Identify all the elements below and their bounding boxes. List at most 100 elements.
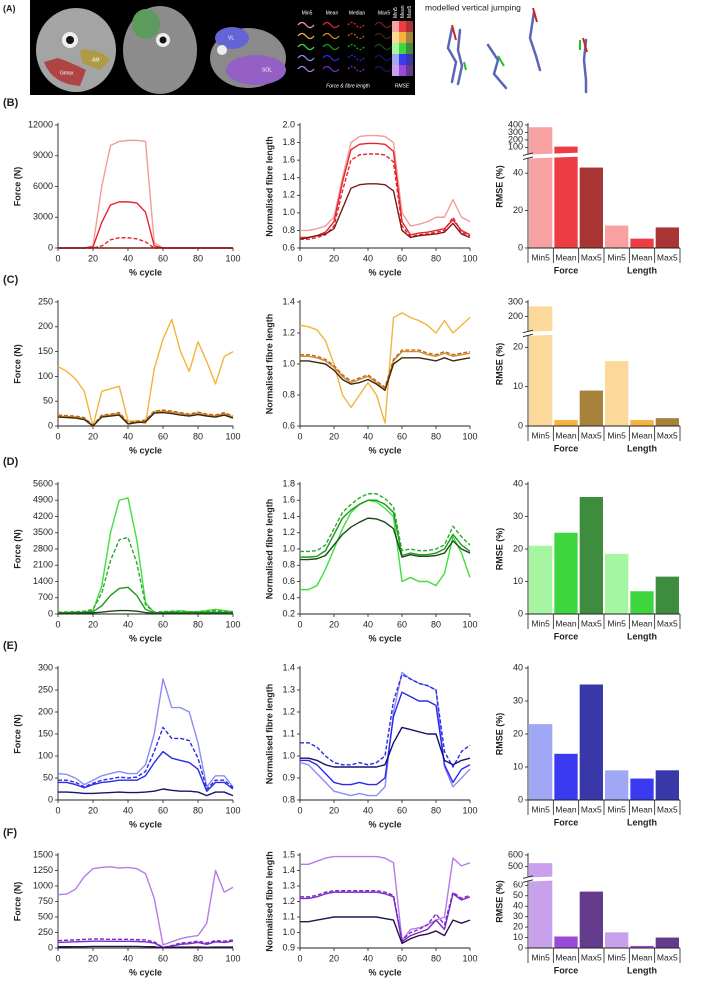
series-line <box>300 499 471 558</box>
y-tick-label: 1.5 <box>282 849 295 859</box>
series-line <box>57 678 234 788</box>
series-line <box>300 517 471 561</box>
x-tick-label: 60 <box>158 805 168 815</box>
y-tick-label: 1.4 <box>282 865 295 875</box>
skeleton-leg <box>528 10 542 72</box>
y-tick-label: 6000 <box>33 181 53 191</box>
muscle-highlight <box>532 7 538 23</box>
x-tick-label: 100 <box>462 253 477 263</box>
y-tick-label: 200 <box>508 311 523 321</box>
x-tick-label: Max5 <box>581 618 602 628</box>
x-tick-label: 100 <box>225 253 240 263</box>
muscle-highlight <box>463 61 467 71</box>
series-line <box>300 891 471 943</box>
bone <box>217 45 227 55</box>
legend-line <box>374 43 392 51</box>
group-label: Force <box>554 817 579 827</box>
group-label: Force <box>554 965 579 975</box>
x-tick-label: Max5 <box>657 618 678 628</box>
x-tick-label: 80 <box>193 619 203 629</box>
y-tick-label: 100 <box>508 142 523 152</box>
y-tick-label: 0.8 <box>282 560 295 570</box>
x-axis-label: % cycle <box>129 267 162 277</box>
x-axis-label: % cycle <box>368 967 401 977</box>
y-tick-label: 100 <box>38 371 53 381</box>
y-axis-label: Force (N) <box>12 344 22 384</box>
y-tick-label: 1000 <box>33 880 53 890</box>
x-tick-label: 40 <box>123 253 133 263</box>
muscle-label: AM <box>92 57 100 63</box>
y-tick-label: 50 <box>43 772 53 782</box>
y-tick-label: 500 <box>508 861 523 871</box>
x-tick-label: Mean <box>555 252 577 262</box>
x-tick-label: 100 <box>462 805 477 815</box>
x-tick-label: 40 <box>123 953 133 963</box>
bar <box>655 576 679 614</box>
y-tick-label: 1500 <box>33 849 53 859</box>
y-tick-label: 0.8 <box>282 389 295 399</box>
x-tick-label: Min5 <box>531 430 550 440</box>
x-axis-label: % cycle <box>368 819 401 829</box>
y-tick-label: 40 <box>513 901 523 911</box>
y-tick-label: 1.2 <box>282 527 295 537</box>
x-tick-label: Max5 <box>657 804 678 814</box>
y-tick-label: 0 <box>48 608 53 618</box>
y-axis-label: RMSE (%) <box>494 880 504 923</box>
x-tick-label: 80 <box>431 805 441 815</box>
series-line <box>57 586 234 614</box>
series-line <box>58 788 234 797</box>
y-tick-label: 10 <box>513 381 523 391</box>
legend-label: Median <box>349 10 366 16</box>
y-tick-label: 50 <box>43 396 53 406</box>
muscle-highlight <box>582 37 588 53</box>
bar <box>630 591 654 614</box>
y-axis-label: RMSE (%) <box>494 165 504 208</box>
x-tick-label: Max5 <box>657 430 678 440</box>
y-tick-label: 300 <box>508 127 523 137</box>
bar <box>579 891 603 948</box>
legend-label: Max5 <box>378 10 390 16</box>
x-tick-label: 60 <box>397 805 407 815</box>
y-tick-label: 700 <box>38 592 53 602</box>
y-tick-label: 0 <box>518 794 523 804</box>
series-line <box>300 889 471 941</box>
rmse-swatch <box>399 43 406 54</box>
series-line <box>300 349 471 388</box>
series-line <box>300 142 471 239</box>
x-tick-label: 100 <box>462 953 477 963</box>
axis-break-mark <box>522 879 534 883</box>
group-label: Length <box>627 265 657 275</box>
y-tick-label: 0.6 <box>282 420 295 430</box>
y-tick-label: 1.8 <box>282 137 295 147</box>
x-tick-label: 100 <box>225 619 240 629</box>
x-tick-label: 80 <box>431 953 441 963</box>
x-tick-label: Max5 <box>581 252 602 262</box>
axis-break <box>518 148 682 159</box>
axis-break <box>518 871 682 882</box>
bar <box>630 238 654 248</box>
rmse-swatch <box>399 65 406 76</box>
series-line <box>300 357 471 392</box>
x-tick-label: 0 <box>55 953 60 963</box>
y-tick-label: 40 <box>513 662 523 672</box>
group-label: Length <box>627 631 657 641</box>
x-tick-label: Max5 <box>657 252 678 262</box>
x-tick-label: 80 <box>431 253 441 263</box>
rmse-swatch <box>406 21 413 32</box>
x-tick-label: Min5 <box>531 252 550 262</box>
x-tick-label: 20 <box>329 253 339 263</box>
series-line <box>300 134 471 232</box>
y-tick-label: 0.9 <box>282 772 295 782</box>
y-tick-label: 0 <box>518 942 523 952</box>
x-tick-label: Mean <box>555 430 577 440</box>
x-tick-label: Mean <box>631 804 653 814</box>
series-line <box>57 409 234 426</box>
x-tick-label: Min5 <box>607 618 626 628</box>
rmse-swatch <box>392 21 399 32</box>
muscle-highlight <box>497 55 505 67</box>
series-line <box>299 183 471 240</box>
y-tick-label: 30 <box>513 911 523 921</box>
series-line <box>300 855 471 941</box>
y-axis-label: Force (N) <box>12 167 22 207</box>
y-tick-label: 40 <box>513 168 523 178</box>
